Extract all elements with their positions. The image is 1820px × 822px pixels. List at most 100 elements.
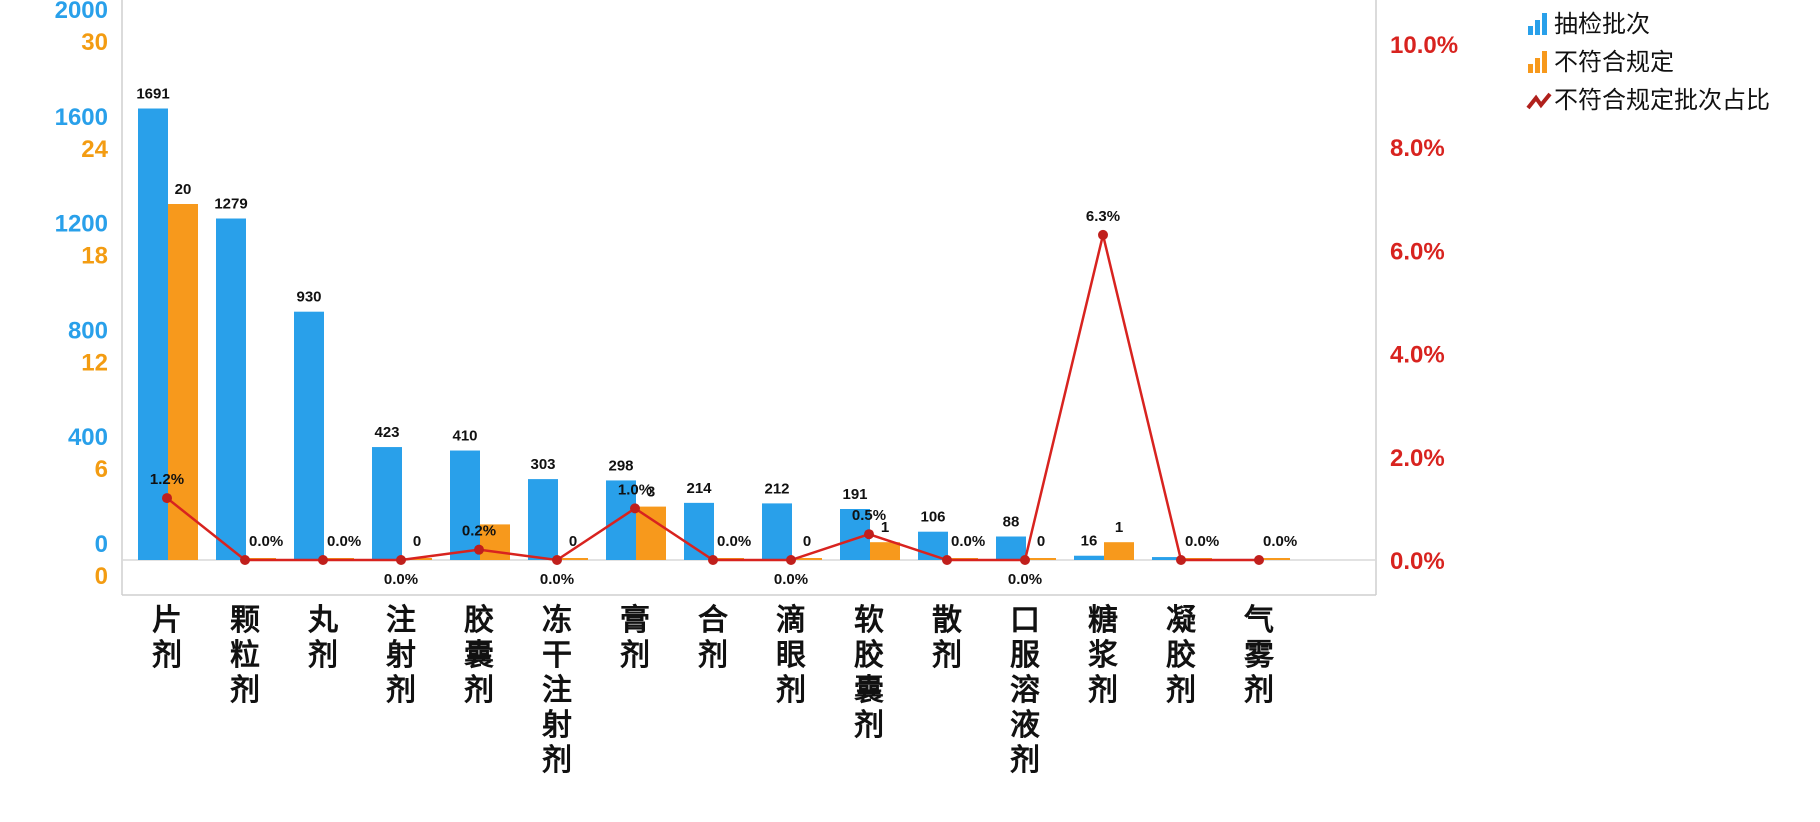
bar-inspected-value-label: 88 [1003,514,1020,531]
ratio-value-label: 0.0% [249,533,283,550]
legend-label-inspected: 抽检批次 [1554,10,1650,38]
bar-noncompliant-value-label: 0 [413,533,421,550]
bar-inspected [528,479,558,560]
right-tick-label: 10.0% [1390,32,1458,59]
ratio-value-label: 0.0% [384,571,418,588]
category-label: 胶囊剂 [464,603,494,708]
ratio-point [942,555,952,565]
bar-noncompliant [870,542,900,560]
ratio-point [474,544,484,555]
category-label: 冻干注射剂 [542,603,572,778]
ratio-value-label: 1.2% [150,471,184,488]
ratio-value-label: 0.0% [1185,533,1219,550]
category-label: 滴眼剂 [776,603,806,708]
bar-inspected-value-label: 16 [1081,533,1098,550]
bar-noncompliant-value-label: 1 [881,519,889,536]
legend-label-noncompliant: 不符合规定 [1554,48,1674,76]
ratio-point [708,555,718,565]
bar-inspected-value-label: 106 [920,509,945,526]
category-label: 糖浆剂 [1088,603,1118,708]
bar-noncompliant-value-label: 0 [1037,533,1045,550]
bar-inspected [450,450,480,560]
bar-noncompliant [558,558,588,560]
bar-inspected [996,536,1026,560]
bar-noncompliant [792,558,822,560]
ratio-value-label: 0.5% [852,507,886,524]
bar-inspected-value-label: 298 [608,457,633,474]
bar-inspected [138,108,168,561]
bar-inspected-value-label: 410 [452,428,477,445]
bar-inspected [216,218,246,560]
legend-label-ratio: 不符合规定批次占比 [1554,86,1770,114]
bar-noncompliant [1260,558,1290,560]
bar-inspected-value-label: 423 [374,424,399,441]
category-label: 软胶囊剂 [854,603,884,743]
ratio-value-label: 0.0% [327,533,361,550]
right-axis-ticks: 0.0% 2.0% 4.0% 6.0% 8.0% 10.0% [1390,32,1458,575]
ratio-value-label: 0.0% [1008,571,1042,588]
ratio-point [162,493,172,504]
left-inner-tick-label: 12 [81,349,108,376]
ratio-value-label: 0.2% [462,523,496,540]
right-tick-label: 6.0% [1390,238,1445,265]
bar-inspected-value-label: 212 [764,480,789,497]
bar-noncompliant [168,204,198,560]
category-label: 膏剂 [620,603,650,673]
left-outer-tick-label: 0 [95,531,108,558]
left-inner-tick-label: 18 [81,243,108,270]
ratio-point [864,529,874,540]
category-label: 散剂 [932,603,962,673]
bar-inspected [762,503,792,560]
legend-item-ratio: 不符合规定批次占比 [1526,86,1770,114]
left-outer-tick-label: 1600 [55,104,108,131]
bar-inspected-value-label: 214 [686,480,712,497]
bar-inspected-value-label: 1691 [136,86,169,103]
right-tick-label: 4.0% [1390,342,1445,369]
bar-inspected-value-label: 303 [530,456,555,473]
bar-inspected-value-label: 191 [842,486,867,503]
right-tick-label: 8.0% [1390,135,1445,162]
left-inner-tick-label: 0 [95,563,108,590]
right-tick-label: 0.0% [1390,548,1445,575]
left-outer-axis-ticks: 0 400 800 1200 1600 2000 [55,0,108,558]
bar-noncompliant [1026,558,1056,560]
ratio-point [552,555,562,565]
ratio-value-label: 0.0% [717,533,751,550]
category-label: 口服溶液剂 [1010,603,1041,778]
category-label: 气雾剂 [1244,603,1275,708]
category-label: 片剂 [152,603,182,673]
bar-noncompliant [1104,542,1134,560]
bar-noncompliant-value-label: 3 [647,484,655,501]
ratio-point [1176,555,1186,565]
bar-inspected [1074,555,1104,560]
bar-inspected-value-label: 930 [296,289,321,306]
category-label: 凝胶剂 [1166,603,1197,708]
ratio-value-label: 6.3% [1086,208,1120,225]
ratio-point [786,555,796,565]
bars [138,108,1290,561]
left-outer-tick-label: 400 [68,424,108,451]
bar-noncompliant-value-label: 1 [1115,519,1123,536]
ratio-value-label: 0.0% [951,533,985,550]
ratio-point [240,555,250,565]
ratio-point [1254,555,1264,565]
ratio-value-label: 0.0% [774,571,808,588]
left-outer-tick-label: 800 [68,317,108,344]
bar-noncompliant-value-label: 0 [569,533,577,550]
bar-noncompliant [636,506,666,560]
ratio-line [162,229,1264,565]
left-inner-tick-label: 24 [81,136,108,163]
ratio-point [1020,555,1030,565]
ratio-value-label: 0.0% [540,571,574,588]
bar-inspected [606,480,636,560]
left-inner-tick-label: 30 [81,29,108,56]
category-label: 注射剂 [386,603,416,708]
ratio-value-label: 0.0% [1263,533,1297,550]
left-inner-axis-ticks: 0 6 12 18 24 30 [81,29,108,590]
bar-noncompliant-value-label: 20 [175,181,192,198]
ratio-value-label: 1.0% [618,481,652,498]
